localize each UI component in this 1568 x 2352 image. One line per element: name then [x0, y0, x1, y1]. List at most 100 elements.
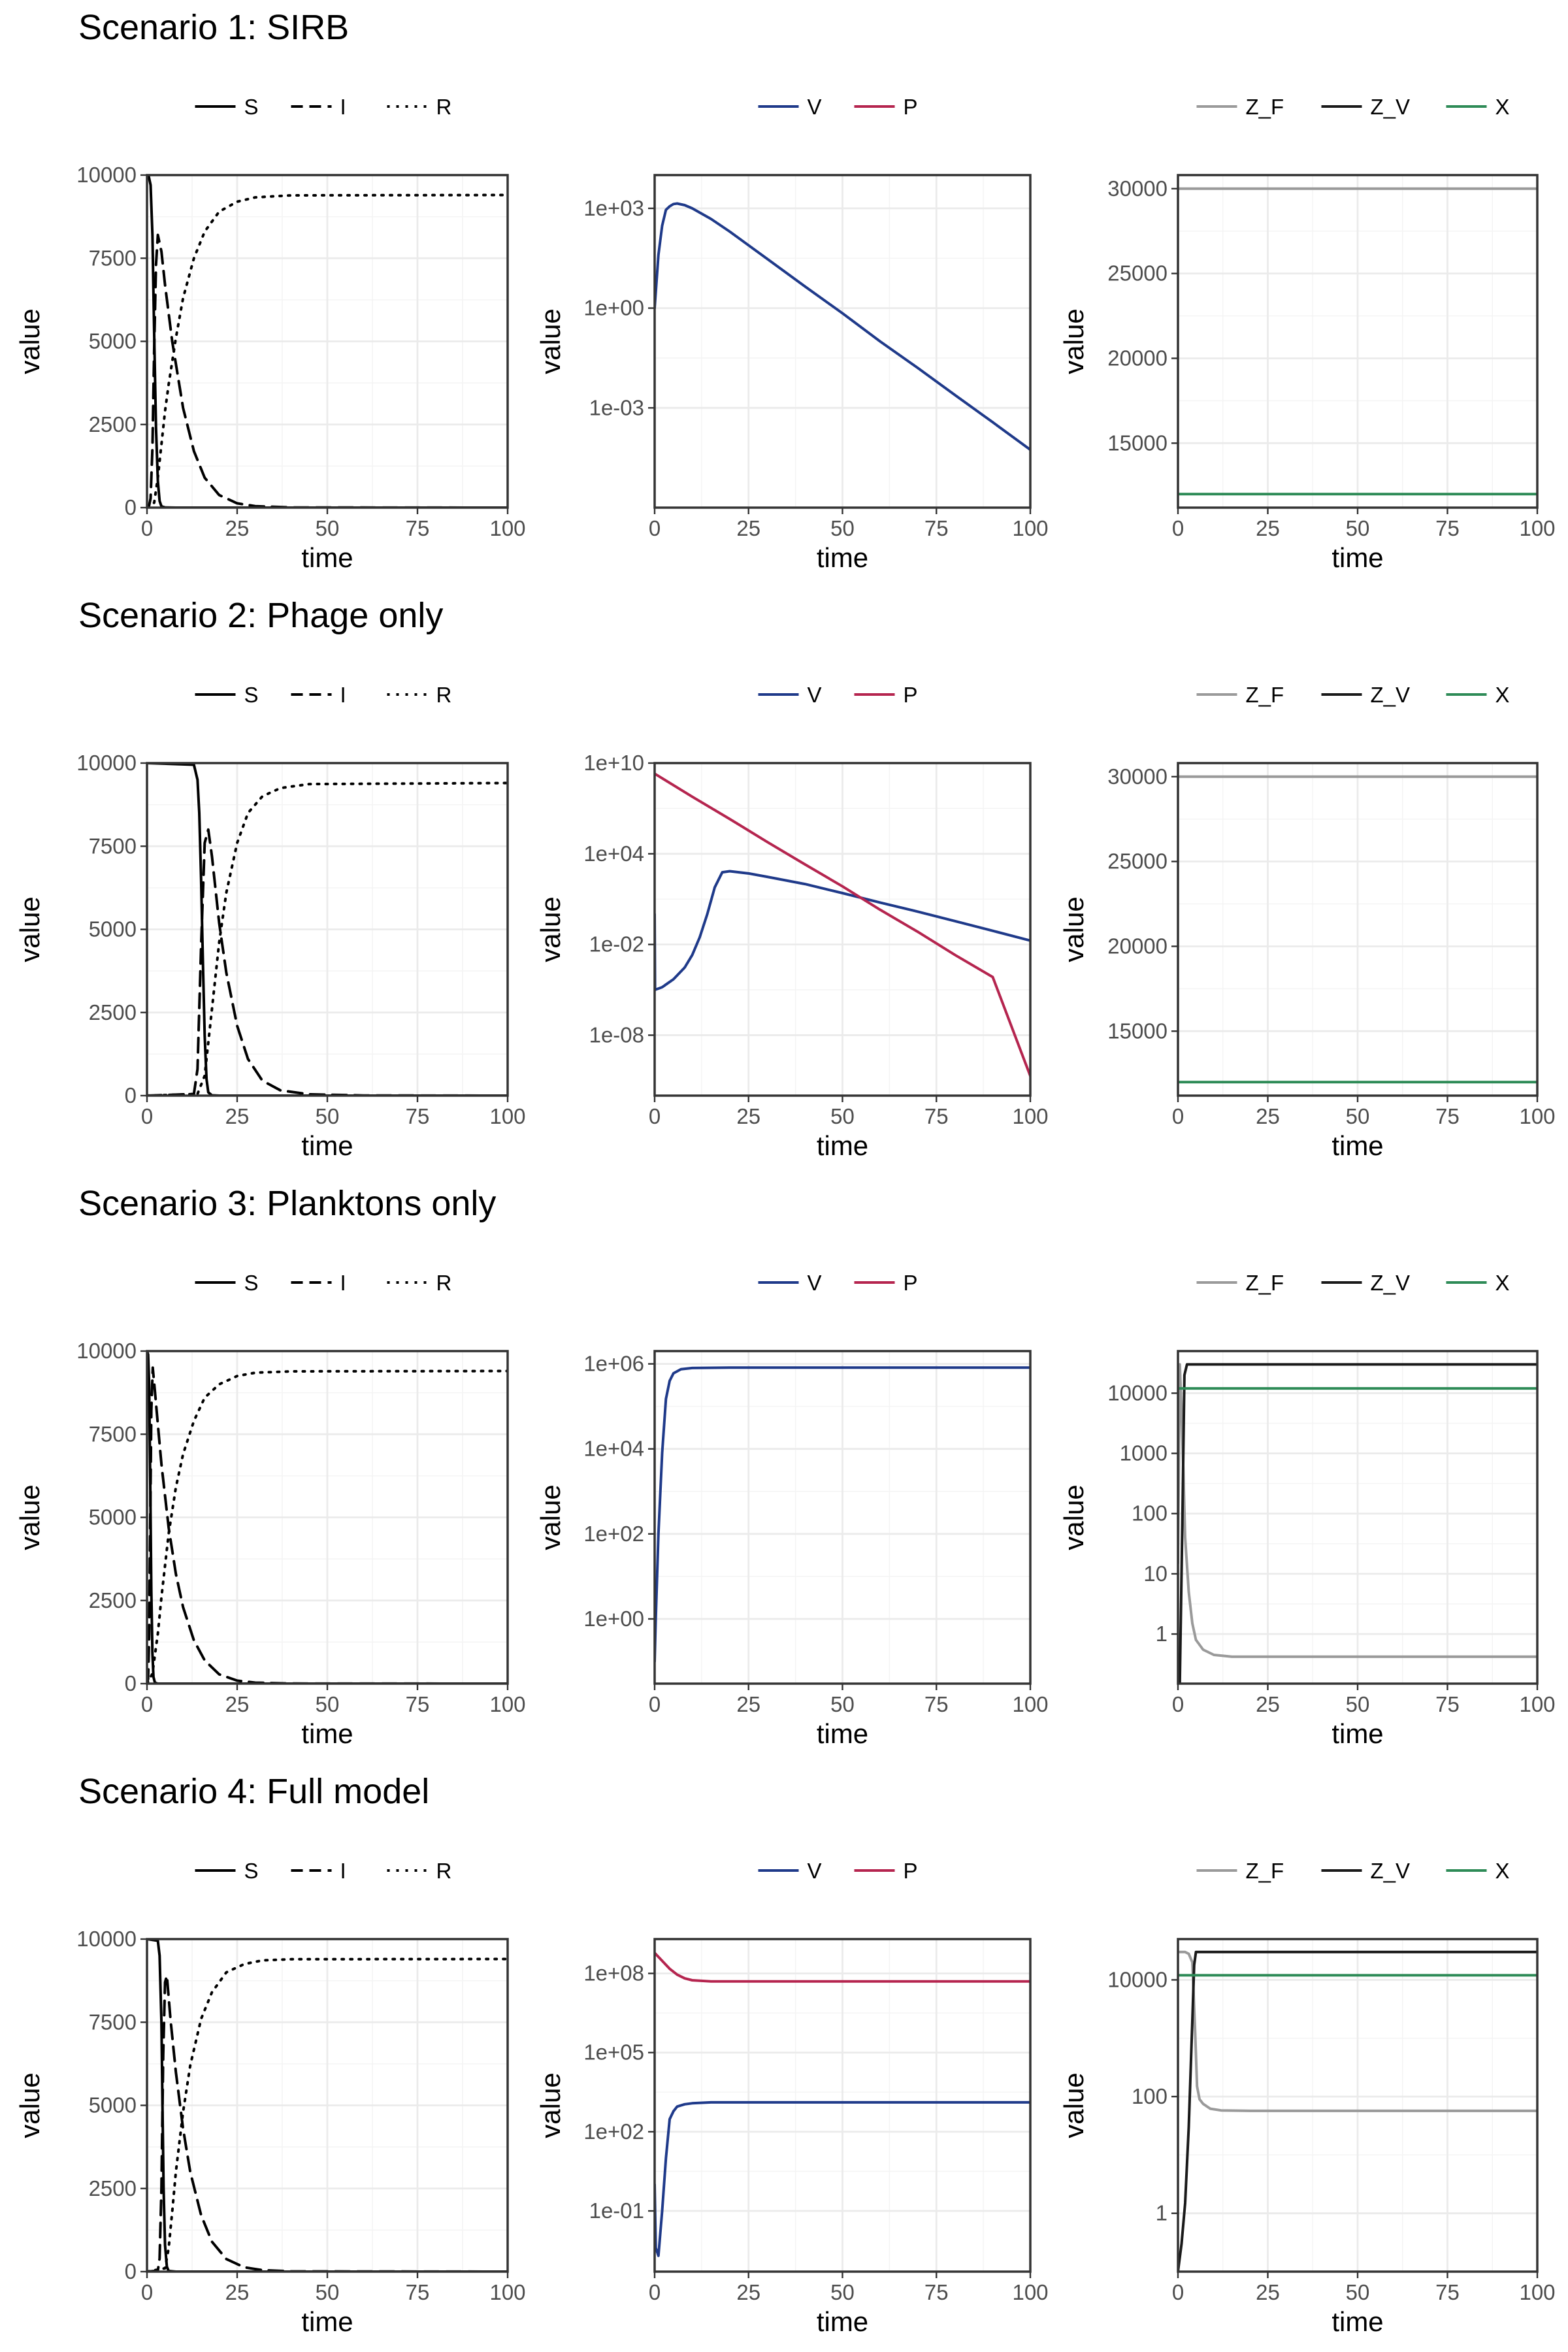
series-line-z_f: [1178, 1363, 1537, 1658]
legend-item-x: X: [1446, 1859, 1510, 1883]
legend-label: Z_F: [1246, 683, 1284, 707]
series-line-v: [655, 202, 1030, 451]
legend-item-x: X: [1446, 683, 1510, 707]
legend-item-i: I: [291, 95, 346, 119]
legend-label: X: [1495, 95, 1510, 119]
legend-label: R: [436, 1859, 452, 1883]
panel-1-3: 0 25 50 75 100 15000 20000 25000 30000 time value Z…: [1058, 95, 1556, 573]
x-tick-label: 100: [1012, 1104, 1048, 1128]
y-tick-label: 1e+06: [583, 1352, 644, 1376]
y-tick-label: 5000: [89, 329, 137, 353]
legend-item-p: P: [854, 1271, 918, 1295]
panel-2-3: 0 25 50 75 100 15000 20000 25000 30000 time value Z…: [1058, 683, 1556, 1161]
legend-label: P: [904, 1859, 918, 1883]
x-axis-title: time: [301, 1130, 353, 1161]
y-tick-label: 1e+10: [583, 751, 644, 775]
panel-1-1: 0 25 50 75 100 0 2500 5000 7500 10000 time value S I R: [14, 95, 526, 573]
x-tick-label: 25: [225, 1692, 250, 1716]
legend-item-z_v: Z_V: [1321, 1271, 1411, 1295]
legend-item-i: I: [291, 683, 346, 707]
x-tick-label: 50: [316, 1104, 340, 1128]
x-tick-label: 75: [1435, 1104, 1460, 1128]
y-tick-label: 0: [125, 495, 137, 519]
y-tick-label: 7500: [89, 246, 137, 270]
legend-label: V: [808, 95, 822, 119]
legend-label: I: [340, 1859, 346, 1883]
legend-item-p: P: [854, 1859, 918, 1883]
series-group: [655, 1366, 1030, 1663]
x-tick-label: 0: [1172, 1104, 1184, 1128]
y-axis-title: value: [1058, 308, 1089, 374]
x-axis-title: time: [301, 542, 353, 573]
x-tick-label: 25: [225, 516, 250, 540]
x-tick-label: 50: [1346, 2280, 1370, 2304]
legend-item-r: R: [387, 95, 452, 119]
x-tick-label: 0: [1172, 2280, 1184, 2304]
x-axis-title: time: [1331, 1130, 1383, 1161]
y-tick-label: 2500: [89, 412, 137, 436]
legend-label: X: [1495, 1271, 1510, 1295]
legend-label: I: [340, 1271, 346, 1295]
x-tick-label: 75: [406, 1104, 430, 1128]
x-tick-label: 75: [924, 1692, 949, 1716]
x-tick-label: 100: [1012, 1692, 1048, 1716]
x-axis-title: time: [1331, 2306, 1383, 2337]
y-axis-title: value: [14, 308, 45, 374]
y-tick-label: 20000: [1107, 346, 1168, 370]
series-group: [1178, 187, 1537, 496]
legend-item-x: X: [1446, 95, 1510, 119]
y-tick-label: 25000: [1107, 849, 1168, 874]
legend-item-v: V: [758, 1271, 822, 1295]
legend-item-z_v: Z_V: [1321, 95, 1410, 119]
y-tick-label: 30000: [1107, 176, 1168, 201]
series-line-p: [655, 772, 1030, 1077]
legend-item-z_f: Z_F: [1196, 1859, 1284, 1883]
x-tick-label: 25: [736, 1692, 760, 1716]
x-tick-label: 0: [649, 1104, 661, 1128]
legend-label: R: [436, 95, 452, 119]
series-line-r: [147, 781, 508, 1096]
legend: Z_F Z_V X: [1196, 1859, 1510, 1883]
y-tick-label: 10000: [76, 1927, 137, 1951]
legend-item-z_v: Z_V: [1321, 683, 1410, 707]
legend-item-s: S: [195, 1271, 259, 1295]
legend-label: P: [904, 1271, 918, 1295]
series-group: [655, 772, 1030, 1077]
y-tick-label: 1e-02: [589, 932, 644, 956]
series-group: [655, 202, 1030, 451]
series-line-r: [147, 1369, 508, 1684]
legend-item-v: V: [758, 95, 822, 119]
series-line-i: [147, 233, 508, 508]
series-line-z_v: [1178, 1950, 1537, 2272]
legend-item-z_f: Z_F: [1196, 95, 1284, 119]
legend-label: Z_V: [1371, 1271, 1411, 1295]
y-axis-title: value: [535, 308, 566, 374]
x-tick-label: 75: [924, 2280, 949, 2304]
legend-item-z_f: Z_F: [1196, 1271, 1284, 1295]
legend: Z_F Z_V X: [1196, 95, 1510, 119]
legend-item-v: V: [758, 683, 822, 707]
x-tick-label: 100: [1519, 1692, 1555, 1716]
x-tick-label: 25: [736, 1104, 760, 1128]
y-tick-label: 20000: [1107, 934, 1168, 958]
legend-label: V: [808, 1859, 822, 1883]
y-tick-label: 1: [1156, 1622, 1168, 1646]
x-tick-label: 50: [1346, 1692, 1370, 1716]
x-tick-label: 75: [924, 516, 949, 540]
legend-item-p: P: [854, 683, 918, 707]
y-axis-title: value: [1058, 1484, 1089, 1550]
y-tick-label: 1e+04: [583, 841, 644, 866]
legend-item-i: I: [291, 1859, 346, 1883]
legend-item-s: S: [195, 1859, 259, 1883]
x-tick-label: 100: [489, 516, 525, 540]
y-tick-label: 10000: [1107, 1967, 1168, 1991]
legend-item-z_f: Z_F: [1196, 683, 1284, 707]
y-tick-label: 1e+00: [583, 1607, 644, 1631]
legend-label: I: [340, 683, 346, 707]
